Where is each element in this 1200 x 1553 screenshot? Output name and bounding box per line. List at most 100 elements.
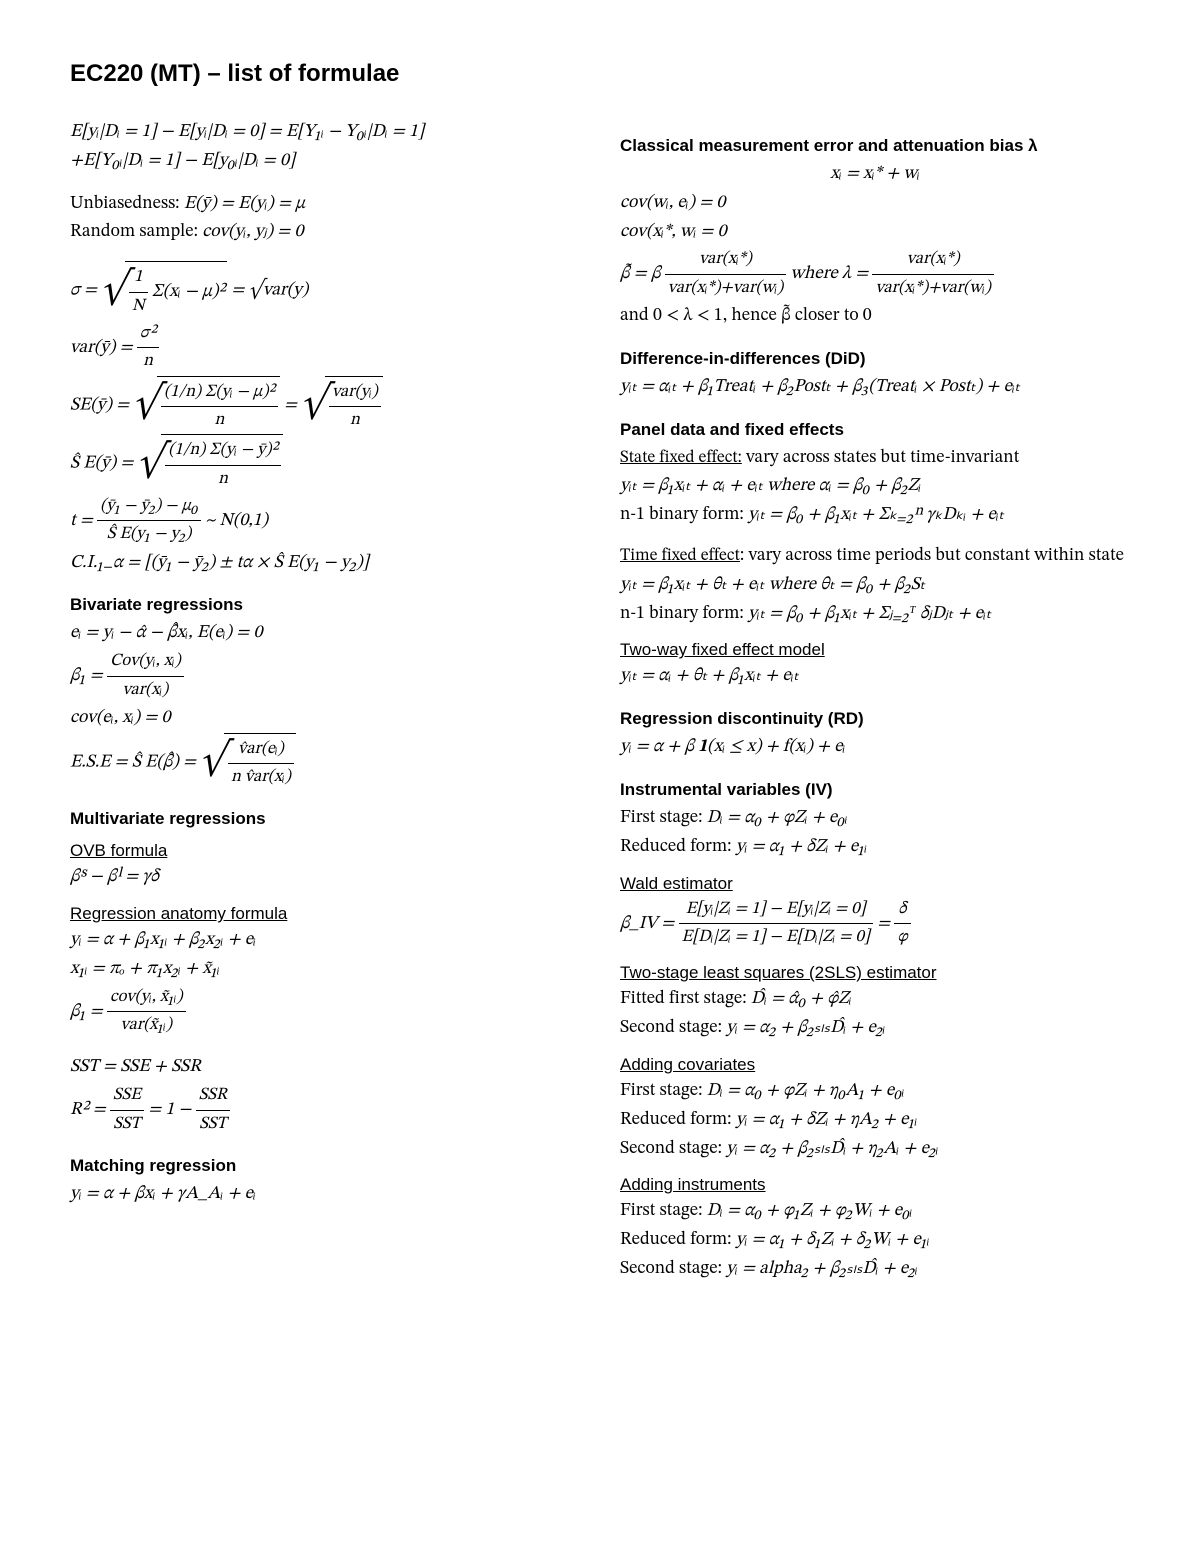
biv-beta1: β₁ = Cov(yᵢ, xᵢ)var(xᵢ) — [70, 648, 580, 704]
unbiased-label: Unbiasedness: — [70, 195, 184, 213]
inst-rf: Reduced form: yᵢ = α₁ + δ₁Zᵢ + δ₂Wᵢ + e₁… — [620, 1226, 1130, 1255]
se-den: n — [161, 407, 278, 434]
ese-formula: E.S.E = Ŝ E(β̂) = √v̂ar(eᵢ)n v̂ar(xᵢ) — [70, 733, 580, 792]
tfe-l1: yᵢₜ = β₁xᵢₜ + θₜ + eᵢₜ where θₜ = β₀ + β… — [620, 571, 1130, 600]
anatomy-subheader: Regression anatomy formula — [70, 904, 580, 924]
treatment-line1: E[yᵢ|Dᵢ = 1] − E[yᵢ|Dᵢ = 0] = E[Y₁ᵢ − Y₀… — [70, 118, 580, 147]
ci-formula: C.I.₁₋α = [(ȳ₁ − ȳ₂) ± tα × Ŝ E(y₁ − y₂)… — [70, 549, 580, 578]
sehat-ybar: Ŝ E(ȳ) = √(1/n) Σ(yᵢ − ȳ)²n — [70, 434, 580, 493]
twfe-formula: yᵢₜ = αᵢ + θₜ + β₁xᵢₜ + eᵢₜ — [620, 662, 1130, 691]
ovb-subheader: OVB formula — [70, 841, 580, 861]
anat-l3: β₁ = cov(yᵢ, x̃₁ᵢ)var(x̃₁ᵢ) — [70, 984, 580, 1040]
did-formula: yᵢₜ = αᵢₜ + β₁Treatᵢ + β₂Postₜ + β₃(Trea… — [620, 373, 1130, 402]
t-stat: t = (ȳ₁ − ȳ₂) − μ₀Ŝ E(y₁ − y₂) ~ N(0,1) — [70, 493, 580, 549]
tsls-l1: Fitted first stage: D̂ᵢ = α̂₀ + φ̂Zᵢ — [620, 985, 1130, 1014]
tfe2-formula: yᵢₜ = β₀ + β₁xᵢₜ + Σⱼ₌₂ᵀ δⱼDⱼₜ + eᵢₜ — [748, 605, 991, 623]
var-den: n — [137, 348, 159, 375]
sigma-formula: σ = √1N Σ(xᵢ − μ)² = √var(y) — [70, 261, 580, 320]
tsls1-lbl: Fitted first stage: — [620, 990, 751, 1008]
cov-fs-formula: Dᵢ = α₀ + φZᵢ + η₀A₁ + e₀ᵢ — [707, 1082, 905, 1100]
inst-ss-formula: yᵢ = alpha₂ + β₂ₛₗₛD̂ᵢ + e₂ᵢ — [726, 1260, 918, 1278]
sfe-sub: State fixed effect: vary across states b… — [620, 444, 1130, 473]
formula-columns: E[yᵢ|Dᵢ = 1] − E[yᵢ|Dᵢ = 0] = E[Y₁ᵢ − Y₀… — [70, 118, 1130, 1284]
inst-rf-formula: yᵢ = α₁ + δ₁Zᵢ + δ₂Wᵢ + e₁ᵢ — [736, 1231, 930, 1249]
var-ybar: var(ȳ) = σ²n — [70, 320, 580, 376]
inst-sub: Adding instruments — [620, 1175, 1130, 1195]
tsls-sub: Two-stage least squares (2SLS) estimator — [620, 963, 1130, 983]
ese-lhs: E.S.E = Ŝ E(β̂) = — [70, 753, 196, 771]
wald-sub: Wald estimator — [620, 874, 1130, 894]
tsls2-lbl: Second stage: — [620, 1019, 726, 1037]
cme4-num2: var(xᵢ*) — [872, 246, 993, 274]
sfe-sub-label: State fixed effect: — [620, 450, 742, 467]
sst: SST = SSE + SSR — [70, 1053, 580, 1082]
random-formula: cov(yᵢ, yⱼ) = 0 — [202, 223, 303, 241]
cov-ss: Second stage: yᵢ = α₂ + β₂ₛₗₛD̂ᵢ + η₂Aᵢ … — [620, 1135, 1130, 1164]
t-rhs: ~ N(0,1) — [205, 512, 268, 530]
matching-formula: yᵢ = α + βxᵢ + γA_Aᵢ + eᵢ — [70, 1180, 580, 1209]
random-sample: Random sample: cov(yᵢ, yⱼ) = 0 — [70, 218, 580, 247]
biv-beta1-den: var(xᵢ) — [107, 677, 184, 704]
r2-a-num: SSE — [110, 1082, 144, 1110]
cov-rf-lbl: Reduced form: — [620, 1111, 736, 1129]
se-rhs-den: n — [329, 407, 381, 434]
cme4-lhs: β̃ = β — [620, 265, 661, 283]
cov-ss-lbl: Second stage: — [620, 1140, 726, 1158]
page-title: EC220 (MT) – list of formulae — [70, 60, 1130, 88]
t-lhs: t = — [70, 512, 93, 530]
cme4-mid: where λ = — [790, 265, 868, 283]
cov-ss-formula: yᵢ = α₂ + β₂ₛₗₛD̂ᵢ + η₂Aᵢ + e₂ᵢ — [726, 1140, 938, 1158]
sigma-lhs: σ = — [70, 282, 97, 300]
treatment-line2: +E[Y₀ᵢ|Dᵢ = 1] − E[y₀ᵢ|Dᵢ = 0] — [70, 147, 580, 176]
iv-header: Instrumental variables (IV) — [620, 780, 1130, 800]
bivariate-header: Bivariate regressions — [70, 595, 580, 615]
tsls1-formula: D̂ᵢ = α̂₀ + φ̂Zᵢ — [751, 990, 852, 1008]
biv-residual: eᵢ = yᵢ − α̂ − β̂xᵢ, E(eᵢ) = 0 — [70, 619, 580, 648]
did-header: Difference-in-differences (DiD) — [620, 349, 1130, 369]
iv-fs: First stage: Dᵢ = α₀ + φZᵢ + e₀ᵢ — [620, 804, 1130, 833]
sfe2-formula: yᵢₜ = β₀ + β₁xᵢₜ + Σₖ₌₂ⁿ γₖDₖᵢ + eᵢₜ — [748, 506, 1004, 524]
sehat-num: (1/n) Σ(yᵢ − ȳ)² — [165, 437, 281, 465]
inst-rf-lbl: Reduced form: — [620, 1231, 736, 1249]
anat-l1: yᵢ = α + β₁x₁ᵢ + β₂x₂ᵢ + eᵢ — [70, 926, 580, 955]
iv-fs-formula: Dᵢ = α₀ + φZᵢ + e₀ᵢ — [707, 809, 848, 827]
var-num: σ² — [137, 320, 159, 348]
anat3-lhs: β₁ = — [70, 1003, 103, 1021]
tsls2-formula: yᵢ = α₂ + β₂ₛₗₛD̂ᵢ + e₂ᵢ — [726, 1019, 885, 1037]
wald-rhs-den: φ — [894, 924, 910, 951]
ovb-formula: βˢ − βˡ = γδ — [70, 863, 580, 892]
anat3-num: cov(yᵢ, x̃₁ᵢ) — [107, 984, 186, 1012]
right-column: Classical measurement error and attenuat… — [620, 118, 1130, 1284]
sehat-den: n — [165, 466, 281, 493]
panel-header: Panel data and fixed effects — [620, 420, 1130, 440]
cov-rf: Reduced form: yᵢ = α₁ + δZᵢ + ηA₂ + e₁ᵢ — [620, 1106, 1130, 1135]
random-label: Random sample: — [70, 223, 202, 241]
cme4-den2: var(xᵢ*)+var(wᵢ) — [872, 275, 993, 302]
anat-l2: x₁ᵢ = πₒ + π₁x₂ᵢ + x̃₁ᵢ — [70, 955, 580, 984]
iv-rf-formula: yᵢ = α₁ + δZᵢ + e₁ᵢ — [736, 838, 867, 856]
se-lhs: SE(ȳ) = — [70, 396, 129, 414]
cov-rf-formula: yᵢ = α₁ + δZᵢ + ηA₂ + e₁ᵢ — [736, 1111, 918, 1129]
inst-fs-lbl: First stage: — [620, 1202, 707, 1220]
t-num: (ȳ₁ − ȳ₂) − μ₀ — [97, 493, 201, 521]
cme4-den: var(xᵢ*)+var(wᵢ) — [665, 275, 786, 302]
twfe-sub: Two-way fixed effect model — [620, 640, 1130, 660]
inst-ss: Second stage: yᵢ = alpha₂ + β₂ₛₗₛD̂ᵢ + e… — [620, 1255, 1130, 1284]
inst-fs: First stage: Dᵢ = α₀ + φ₁Zᵢ + φ₂Wᵢ + e₀ᵢ — [620, 1197, 1130, 1226]
cme-l4: β̃ = β var(xᵢ*)var(xᵢ*)+var(wᵢ) where λ … — [620, 246, 1130, 302]
inst-ss-lbl: Second stage: — [620, 1260, 726, 1278]
r2-b-num: SSR — [196, 1082, 231, 1110]
rd-formula: yᵢ = α + β 𝟏(xᵢ ≤ x) + f(xᵢ) + eᵢ — [620, 733, 1130, 762]
rd-header: Regression discontinuity (RD) — [620, 709, 1130, 729]
inst-fs-formula: Dᵢ = α₀ + φ₁Zᵢ + φ₂Wᵢ + e₀ᵢ — [707, 1202, 913, 1220]
r2: R² = SSESST = 1 − SSRSST — [70, 1082, 580, 1138]
multivariate-header: Multivariate regressions — [70, 809, 580, 829]
biv-cov: cov(eᵢ, xᵢ) = 0 — [70, 704, 580, 733]
sfe2-lbl: n-1 binary form: — [620, 506, 748, 524]
var-lhs: var(ȳ) = — [70, 339, 133, 357]
cme-l5: and 0 < λ < 1, hence β̃ closer to 0 — [620, 302, 1130, 331]
tfe-l2: n-1 binary form: yᵢₜ = β₀ + β₁xᵢₜ + Σⱼ₌₂… — [620, 600, 1130, 629]
tfe-sub: Time fixed effect: vary across time peri… — [620, 542, 1130, 571]
wald-rhs-num: δ — [894, 896, 910, 924]
iv-fs-lbl: First stage: — [620, 809, 707, 827]
